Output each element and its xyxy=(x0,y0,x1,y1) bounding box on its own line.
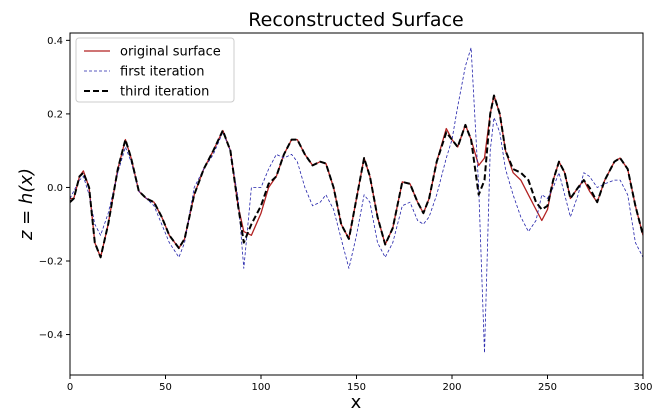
x-tick-label: 300 xyxy=(633,382,652,393)
legend-box xyxy=(75,37,235,103)
x-tick-label: 100 xyxy=(251,382,270,393)
y-tick-label: 0.0 xyxy=(47,183,63,194)
legend-label: third iteration xyxy=(120,85,209,100)
chart-title: Reconstructed Surface xyxy=(248,9,463,31)
y-tick-label: −0.2 xyxy=(39,257,63,268)
y-tick-label: 0.2 xyxy=(47,109,63,120)
x-axis-label: x xyxy=(351,392,362,411)
x-tick-label: 0 xyxy=(67,382,73,393)
legend-label: original surface xyxy=(120,45,221,60)
series-line xyxy=(70,94,643,258)
y-axis-label: z = h(x) xyxy=(16,168,37,241)
y-tick-label: 0.4 xyxy=(47,36,63,47)
x-tick-label: 150 xyxy=(347,382,366,393)
plot-frame xyxy=(69,32,644,376)
x-tick-label: 50 xyxy=(159,382,172,393)
x-tick-label: 250 xyxy=(538,382,557,393)
legend-label: first iteration xyxy=(120,65,204,80)
series-line xyxy=(70,94,643,259)
series-line xyxy=(70,47,643,354)
x-tick-label: 200 xyxy=(442,382,461,393)
y-tick-label: −0.4 xyxy=(39,330,63,341)
